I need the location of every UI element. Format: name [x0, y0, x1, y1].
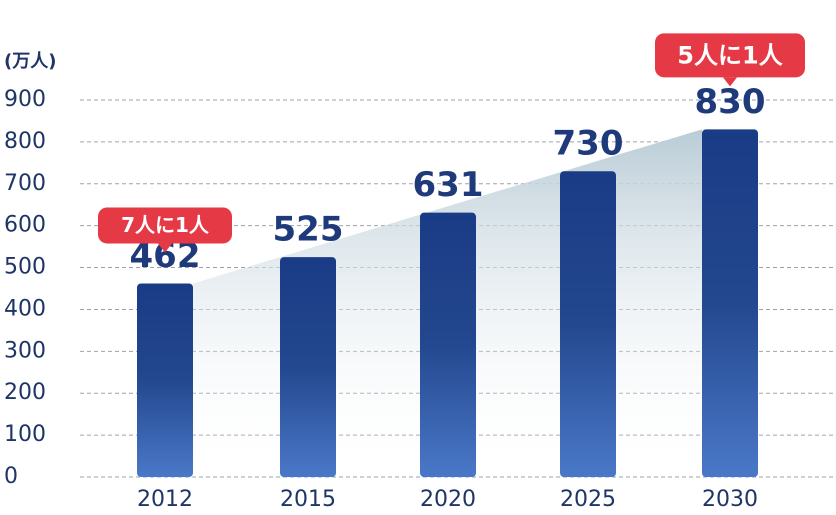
- unit-label: (万人): [4, 51, 56, 72]
- y-tick-label: 300: [4, 338, 46, 363]
- value-label: 525: [273, 210, 344, 250]
- y-tick-label: 900: [4, 87, 46, 112]
- bubble-pointer: [158, 243, 172, 253]
- value-label: 631: [413, 165, 484, 205]
- x-tick-label: 2020: [420, 487, 476, 512]
- y-tick-label: 500: [4, 255, 46, 280]
- bar: [137, 283, 193, 477]
- annotation-bubble: 5人に1人: [655, 33, 805, 87]
- x-tick-label: 2030: [702, 487, 758, 512]
- y-tick-label: 600: [4, 213, 46, 238]
- bubble-pointer: [723, 77, 737, 87]
- y-tick-label: 200: [4, 380, 46, 405]
- x-tick-label: 2025: [560, 487, 616, 512]
- bar: [420, 212, 476, 478]
- annotation-text: 7人に1人: [121, 213, 210, 237]
- bubble-body: [655, 33, 805, 78]
- y-tick-label: 800: [4, 129, 46, 154]
- y-tick-label: 100: [4, 422, 46, 447]
- y-tick-label: 0: [4, 464, 18, 489]
- bar: [560, 171, 616, 477]
- annotation-text: 5人に1人: [677, 41, 782, 69]
- x-tick-label: 2015: [280, 487, 336, 512]
- x-tick-label: 2012: [137, 487, 193, 512]
- bar: [280, 257, 336, 477]
- bar: [702, 129, 758, 478]
- value-label: 830: [695, 82, 766, 122]
- y-tick-label: 700: [4, 171, 46, 196]
- bubble-body: [98, 207, 232, 244]
- value-label: 730: [553, 124, 624, 164]
- y-tick-label: 400: [4, 296, 46, 321]
- annotation-bubble: 7人に1人: [98, 207, 232, 253]
